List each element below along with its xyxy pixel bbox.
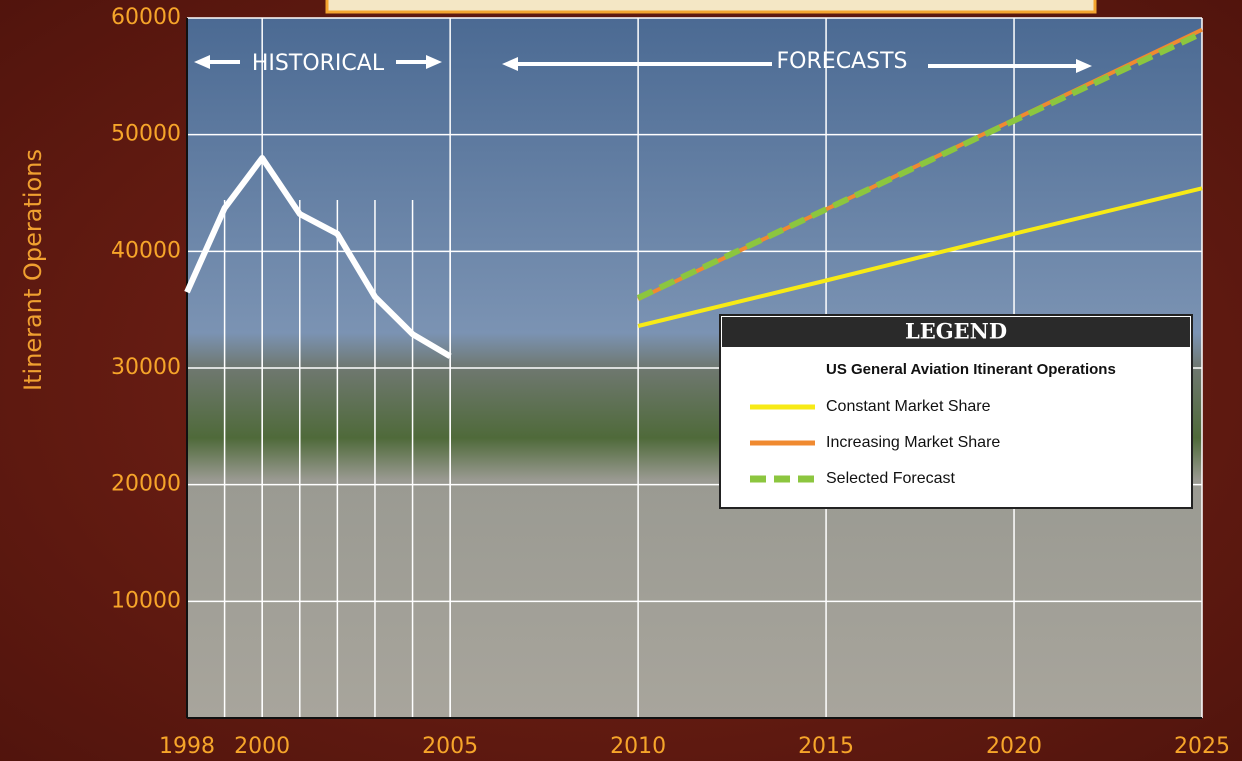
y-axis-label: Itinerant Operations xyxy=(19,149,47,391)
legend-label: Constant Market Share xyxy=(826,398,991,415)
arrow-head xyxy=(426,55,442,69)
x-tick-label: 2025 xyxy=(1174,734,1230,759)
y-tick-label: 50000 xyxy=(111,122,181,147)
arrow-head xyxy=(194,55,210,69)
legend: LEGEND US General Aviation Itinerant Oper… xyxy=(719,314,1193,509)
annotation: FORECASTS xyxy=(777,49,908,74)
x-tick-label: 1998 xyxy=(159,734,215,759)
legend-title: LEGEND xyxy=(905,319,1007,344)
legend-label: Increasing Market Share xyxy=(826,434,1000,451)
legend-label: Selected Forecast xyxy=(826,470,956,487)
y-tick-label: 60000 xyxy=(111,5,181,30)
arrow-head xyxy=(1076,59,1092,73)
title-box xyxy=(325,0,1097,14)
y-tick-label: 30000 xyxy=(111,355,181,380)
y-tick-label: 10000 xyxy=(111,588,181,613)
series-line xyxy=(636,30,1204,301)
series-line xyxy=(184,155,452,359)
y-tick-label: 40000 xyxy=(111,238,181,263)
legend-subtitle: US General Aviation Itinerant Operations xyxy=(826,361,1116,378)
series-line xyxy=(637,186,1203,328)
x-tick-label: 2015 xyxy=(798,734,854,759)
x-tick-label: 2010 xyxy=(610,734,666,759)
layer: 10000 20000 30000 40000 50000 60000 1998 2000 20… xyxy=(111,5,1230,759)
x-tick-label: 2020 xyxy=(986,734,1042,759)
y-tick-label: 20000 xyxy=(111,472,181,497)
legend-header xyxy=(722,317,1190,347)
x-tick-label: 2000 xyxy=(234,734,290,759)
x-tick-label: 2005 xyxy=(422,734,478,759)
annotation: HISTORICAL xyxy=(252,51,385,76)
arrow-head xyxy=(502,57,518,71)
